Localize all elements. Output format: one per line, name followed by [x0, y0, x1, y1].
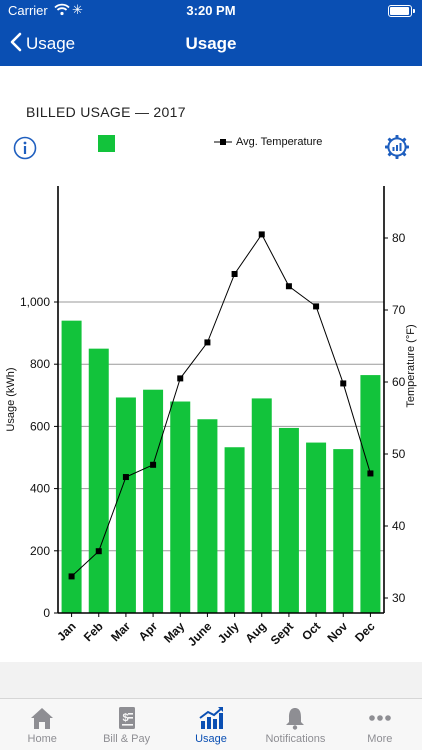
y-tick-label: 0 [43, 606, 50, 620]
status-time: 3:20 PM [186, 3, 236, 18]
temperature-legend-label: Avg. Temperature [236, 136, 323, 148]
usage-bar [61, 320, 82, 613]
y-tick-label: 200 [30, 544, 50, 558]
usage-chart-icon [199, 707, 224, 729]
temperature-point [258, 231, 265, 238]
usage-bar [143, 389, 164, 613]
x-tick-label: Dec [352, 619, 378, 645]
tab-label: Bill & Pay [103, 733, 151, 745]
temperature-legend-marker-icon [214, 139, 232, 145]
usage-bar [115, 397, 136, 613]
usage-bar [251, 398, 272, 613]
temperature-point [367, 470, 374, 477]
carrier-label: Carrier [8, 3, 48, 18]
y2-tick-label: 70 [392, 303, 406, 317]
y2-tick-label: 50 [392, 447, 406, 461]
tab-notifications[interactable]: Notifications [253, 699, 337, 750]
usage-bar [88, 348, 109, 613]
chevron-left-icon [10, 32, 22, 57]
temperature-point [150, 461, 157, 468]
temperature-point [95, 548, 102, 555]
y-tick-label: 600 [30, 419, 50, 433]
y-axis-title: Usage (kWh) [5, 367, 17, 431]
x-tick-label: Jan [54, 619, 79, 644]
tab-home[interactable]: Home [0, 699, 84, 750]
x-tick-label: Aug [242, 619, 268, 645]
usage-bar [197, 419, 218, 613]
chart-settings-button[interactable] [384, 134, 410, 160]
svg-text:$: $ [122, 712, 128, 724]
battery-icon [388, 5, 415, 17]
y2-tick-label: 40 [392, 519, 406, 533]
x-tick-label: Nov [324, 619, 350, 645]
tab-label: Home [27, 733, 57, 745]
x-tick-label: Mar [108, 619, 133, 644]
activity-spinner-icon: ✳ [72, 2, 83, 17]
y-tick-label: 800 [30, 357, 50, 371]
x-tick-label: Oct [299, 619, 323, 643]
chart-footer-band [0, 662, 422, 698]
back-button[interactable]: Usage [10, 30, 75, 58]
usage-bar [333, 449, 354, 613]
x-tick-label: May [161, 619, 188, 646]
more-dots-icon [369, 715, 391, 721]
tab-label: More [367, 733, 393, 745]
y-tick-label: 400 [30, 482, 50, 496]
temperature-point [122, 474, 129, 481]
usage-bar [170, 401, 191, 613]
temperature-point [177, 375, 184, 382]
temperature-point [340, 380, 347, 387]
bill-icon: $ [118, 707, 135, 729]
temperature-point [231, 271, 238, 277]
tab-bar: Home $ Bill & Pay Usage Notifications [0, 698, 422, 750]
tab-more[interactable]: More [338, 699, 422, 750]
y-tick-label: 1,000 [20, 295, 50, 309]
tab-label: Notifications [265, 733, 326, 745]
usage-content: BILLED USAGE — 2017 Avg. Temperature [0, 66, 422, 698]
x-tick-label: June [185, 619, 215, 649]
x-tick-label: Sept [268, 619, 296, 647]
temperature-line [71, 233, 371, 577]
usage-bar [360, 375, 381, 613]
tab-bill-pay[interactable]: $ Bill & Pay [84, 699, 168, 750]
y2-tick-label: 30 [392, 591, 406, 605]
gear-chart-icon [385, 135, 409, 159]
y2-axis-title: Temperature (°F) [405, 324, 417, 407]
navigation-bar: Usage Usage [0, 22, 422, 66]
wifi-icon [54, 3, 70, 21]
tab-usage[interactable]: Usage [169, 699, 253, 750]
info-button[interactable] [13, 136, 37, 160]
status-bar: Carrier ✳ 3:20 PM [0, 0, 422, 22]
usage-bar [278, 427, 299, 613]
y2-tick-label: 60 [392, 375, 406, 389]
usage-bar [306, 442, 327, 613]
x-tick-label: Apr [136, 619, 161, 644]
temperature-legend: Avg. Temperature [214, 136, 322, 148]
y2-tick-label: 80 [392, 231, 406, 245]
x-tick-label: Feb [81, 619, 106, 644]
x-tick-label: July [215, 619, 242, 646]
temperature-point [204, 339, 211, 346]
usage-legend-swatch [98, 135, 115, 152]
info-icon [13, 136, 37, 160]
temperature-point [68, 573, 75, 580]
tab-label: Usage [195, 733, 227, 745]
back-button-label: Usage [26, 34, 76, 53]
bell-icon [286, 708, 305, 730]
usage-bar [224, 447, 245, 613]
section-title: BILLED USAGE — 2017 [26, 104, 186, 120]
temperature-point [285, 283, 292, 290]
temperature-point [313, 303, 320, 310]
home-icon [31, 708, 54, 729]
